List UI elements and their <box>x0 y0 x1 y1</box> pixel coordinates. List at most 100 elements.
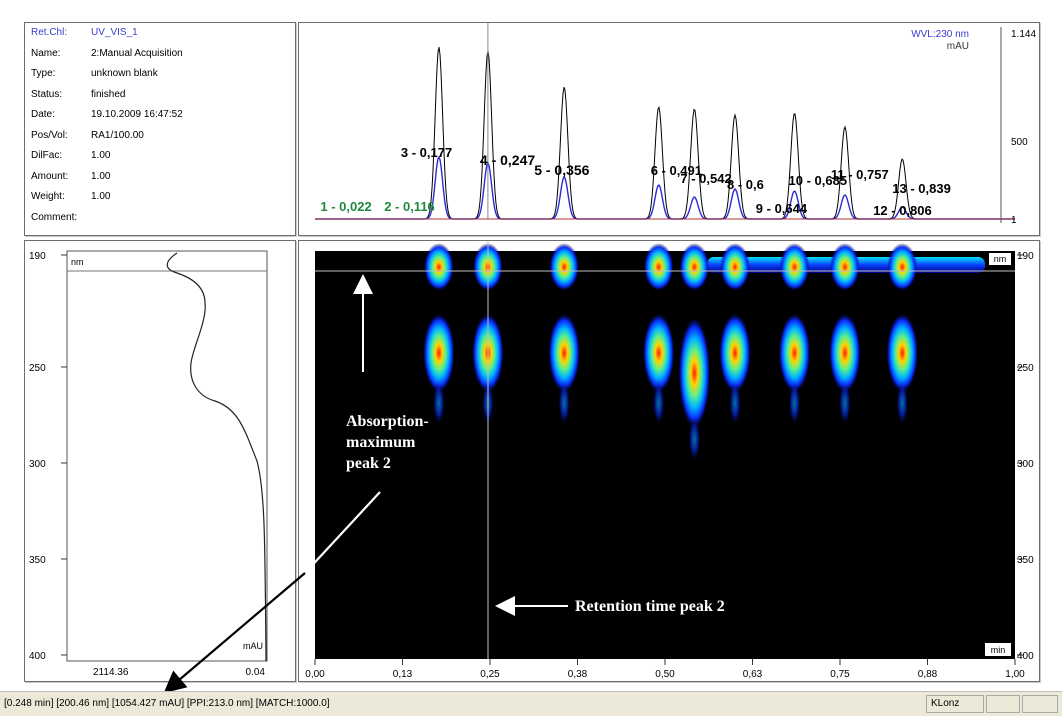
info-label: DilFac: <box>31 150 63 161</box>
info-label: Weight: <box>31 191 65 202</box>
status-readout: [0.248 min] [200.46 nm] [1054.427 mAU] [… <box>4 698 330 709</box>
info-value: UV_VIS_1 <box>91 27 138 38</box>
contour-peak-upper <box>779 243 810 291</box>
map-xtick-label: 0,88 <box>918 669 938 680</box>
peak-label: 1 - 0,022 <box>320 199 371 214</box>
info-label: Name: <box>31 47 61 59</box>
contour-peak-upper <box>679 243 710 291</box>
contour-peak-tail <box>432 381 445 425</box>
contour-peak-lower <box>719 313 751 393</box>
info-row: Pos/Vol: RA1/100.00 <box>31 130 144 141</box>
map-ytick-190: 190 <box>1017 251 1034 262</box>
absorption-annotation-line-2: maximum <box>346 434 416 451</box>
chromatogram-ytick-mid: 500 <box>1011 137 1028 148</box>
peak-label: 11 - 0,757 <box>831 167 889 182</box>
contour-peak-lower <box>828 313 861 393</box>
map-xtick-label: 0,25 <box>480 669 500 680</box>
contour-map-plot[interactable]: nm min 0,00 0,13 0,25 0,38 0,50 0,63 0,75 0,88 1… <box>299 241 1039 681</box>
contour-map-panel[interactable]: nm min 0,00 0,13 0,25 0,38 0,50 0,63 0,75 0,88 1… <box>298 240 1040 682</box>
map-ytick-250: 250 <box>1017 363 1034 374</box>
info-label: Date: <box>31 109 55 120</box>
peak-label: 9 - 0,644 <box>756 201 808 216</box>
info-value: unknown blank <box>91 68 158 79</box>
map-xtick-label: 0,38 <box>568 669 588 680</box>
info-value: 1.00 <box>91 170 111 182</box>
contour-peak-upper <box>887 243 918 291</box>
map-nm-box <box>989 253 1011 265</box>
info-row: Comment: <box>31 212 91 223</box>
peak-label: 5 - 0,356 <box>534 162 589 178</box>
info-value: RA1/100.00 <box>91 129 144 141</box>
contour-peak-tail <box>558 381 571 425</box>
spectrum-ytick-400: 400 <box>29 651 46 662</box>
contour-peak-tail <box>652 381 665 425</box>
info-label: Ret.Chl: <box>31 27 68 38</box>
uv-spectrum-panel[interactable]: nm 190 250 300 350 400 mAU 2114.36 0.04 <box>24 240 296 682</box>
info-label: Comment: <box>31 211 78 223</box>
spectrum-ytick-300: 300 <box>29 459 46 470</box>
map-xtick-label: 1,00 <box>1005 669 1025 680</box>
contour-peak-lower <box>778 313 811 393</box>
info-value: 1.00 <box>91 150 111 161</box>
spectrum-ytick-350: 350 <box>29 555 46 566</box>
info-value: 19.10.2009 16:47:52 <box>91 109 183 120</box>
contour-peak-tail <box>838 381 851 425</box>
contour-peak-tail <box>688 417 701 461</box>
peak-label: 13 - 0,839 <box>892 181 951 196</box>
chromatogram-trace-black <box>315 47 1015 220</box>
absorption-annotation-line-1: Absorption- <box>346 413 429 430</box>
map-xtick-label: 0,00 <box>305 669 325 680</box>
chromatogram-plot[interactable]: WVL:230 nm mAU 1 - 0,022 2 - 0,116 3 - 0,1… <box>299 23 1039 235</box>
status-user: KLonz <box>931 698 960 709</box>
status-bar: [0.248 min] [200.46 nm] [1054.427 mAU] [… <box>0 691 1062 716</box>
chromatogram-trace-blue <box>315 155 1015 220</box>
contour-peak-upper <box>549 243 580 291</box>
map-nm-label: nm <box>994 254 1007 264</box>
info-label: Pos/Vol: <box>31 129 68 141</box>
status-user-box: KLonz <box>926 695 984 713</box>
spectrum-frame <box>66 250 268 662</box>
sample-info-panel: Ret.Chl: UV_VIS_1 Name: 2:Manual Acquisitio… <box>24 22 296 236</box>
status-box-2 <box>986 695 1020 713</box>
info-row: Weight: 1.00 <box>31 191 110 202</box>
contour-peak-upper <box>643 243 674 291</box>
contour-peak-lower <box>678 317 711 429</box>
peak-label: 3 - 0,177 <box>401 145 452 160</box>
chromatogram-panel[interactable]: WVL:230 nm mAU 1 - 0,022 2 - 0,116 3 - 0,1… <box>298 22 1040 236</box>
map-xtick-label: 0,13 <box>393 669 413 680</box>
info-row: Ret.Chl: UV_VIS_1 <box>31 27 138 38</box>
info-row: Status: finished <box>31 89 125 100</box>
contour-peak-upper <box>829 243 860 291</box>
absorption-annotation-line-3: peak 2 <box>346 455 391 472</box>
peak-label: 4 - 0,247 <box>480 152 535 168</box>
info-value: 1.00 <box>91 191 111 202</box>
contour-peaks <box>422 243 985 461</box>
peak-label: 6 - 0,491 <box>651 163 702 178</box>
peak-label: 8 - 0,6 <box>727 177 764 192</box>
map-xtick-label: 0,50 <box>655 669 675 680</box>
peak-label: 12 - 0,806 <box>873 203 932 218</box>
peak-label: 7 - 0,542 <box>680 171 731 186</box>
spectrum-y-axis: 190 250 300 350 400 <box>29 251 67 662</box>
contour-peak-tail <box>896 381 909 425</box>
map-min-label: min <box>991 645 1006 655</box>
contour-peak-upper <box>720 243 750 291</box>
spectrum-nm-label: nm <box>71 257 84 267</box>
map-x-axis: 0,00 0,13 0,25 0,38 0,50 0,63 0,75 0,88 1,00 <box>305 659 1025 680</box>
chromatogram-traces <box>315 23 1015 220</box>
info-row: Amount: 1.00 <box>31 171 110 182</box>
peak-label: 10 - 0,685 <box>789 173 848 188</box>
map-ytick-400: 400 <box>1017 651 1034 662</box>
map-min-box <box>985 643 1011 656</box>
map-xtick-label: 0,63 <box>743 669 763 680</box>
contour-peak-tail <box>729 381 741 425</box>
map-xtick-label: 0,75 <box>830 669 850 680</box>
contour-peak-lower <box>548 313 581 393</box>
uv-spectrum-plot[interactable]: nm 190 250 300 350 400 mAU 2114.36 0.04 <box>25 241 295 681</box>
wavelength-label: WVL:230 nm <box>911 29 969 40</box>
info-label: Amount: <box>31 170 69 182</box>
peak-label: 2 - 0,116 <box>384 199 435 214</box>
info-row: Name: 2:Manual Acquisition <box>31 48 183 59</box>
absorption-annotation: Absorption- maximum peak 2 <box>346 411 429 474</box>
map-ytick-300: 300 <box>1017 459 1034 470</box>
